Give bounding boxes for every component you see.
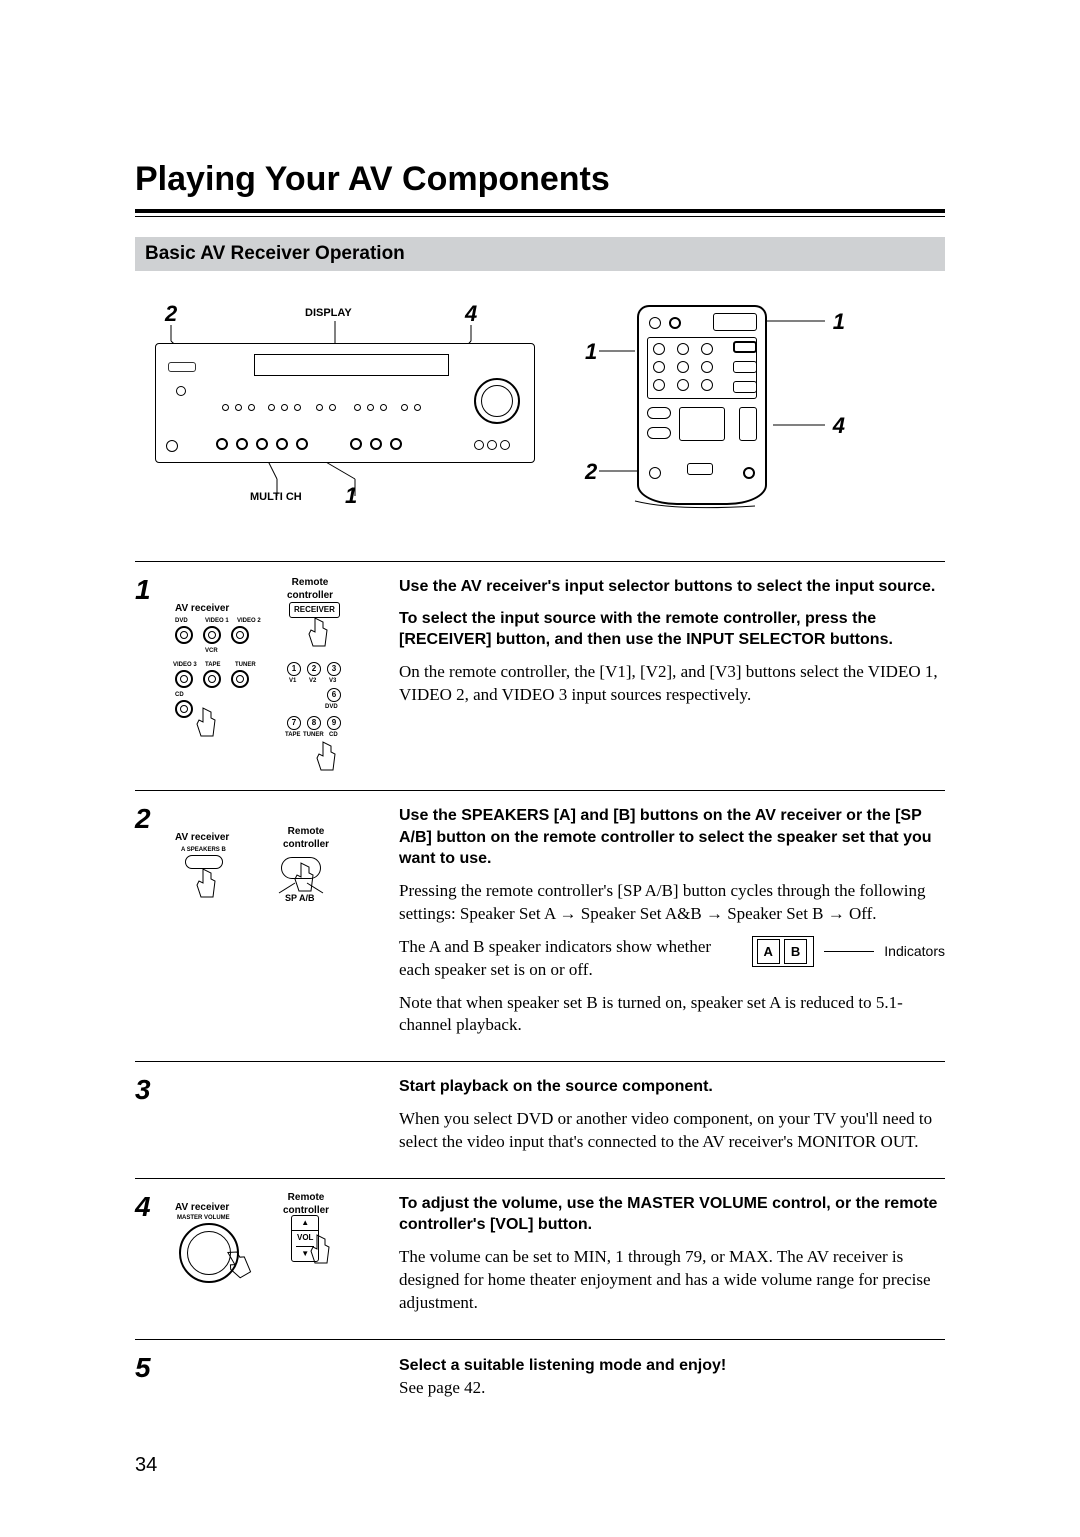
step-3-text: Start playback on the source component. …	[399, 1076, 945, 1163]
hand-icon	[191, 867, 221, 901]
step-3-heading: Start playback on the source component.	[399, 1076, 945, 1098]
multich-label: MULTI CH	[250, 491, 302, 503]
knob-cd-label: CD	[175, 692, 184, 700]
hand-icon	[311, 740, 341, 774]
step-2-cycle: Pressing the remote controller's [SP A/B…	[399, 880, 945, 926]
num-3: 3	[327, 662, 341, 676]
sub-v2: V2	[309, 678, 316, 686]
section-heading: Basic AV Receiver Operation	[135, 237, 945, 271]
step-2-body3: Note that when speaker set B is turned o…	[399, 992, 945, 1038]
receiver-button-icon: RECEIVER	[289, 602, 340, 618]
seg-b: Speaker Set A&B	[577, 904, 706, 923]
remote-controller-label: Remote controller	[285, 576, 335, 602]
page-number: 34	[135, 1454, 945, 1477]
step-4-number: 4	[135, 1193, 161, 1325]
step-5-illustration	[175, 1354, 385, 1400]
knob-vcr-label: VCR	[205, 648, 218, 656]
master-volume-label: MASTER VOLUME	[177, 1215, 230, 1223]
indicator-a: A	[757, 939, 780, 965]
master-volume-knob-icon	[179, 1223, 239, 1283]
indicator-b: B	[784, 939, 807, 965]
remote-body	[637, 305, 767, 505]
indicator-callout: AB Indicators	[752, 936, 945, 968]
step-5-text: Select a suitable listening mode and enj…	[399, 1354, 945, 1400]
sub-dvd: DVD	[325, 704, 338, 712]
remote-controller-label: Remote controller	[281, 825, 331, 851]
step-2: 2 AV receiver Remote controller A SPEAKE…	[135, 790, 945, 1061]
num-1: 1	[287, 662, 301, 676]
step-1-heading-a: Use the AV receiver's input selector but…	[399, 576, 945, 598]
knob-v3-label: VIDEO 3	[173, 662, 197, 670]
step-1-heading-b: To select the input source with the remo…	[399, 608, 945, 651]
callout-1-bottom: 1	[345, 483, 357, 509]
sub-tape: TAPE	[285, 732, 301, 740]
step-5: 5 Select a suitable listening mode and e…	[135, 1339, 945, 1414]
step-3-illustration	[175, 1076, 385, 1163]
title-rule-thick	[135, 209, 945, 213]
hand-icon	[303, 616, 333, 650]
sub-v1: V1	[289, 678, 296, 686]
sub-cd: CD	[329, 732, 338, 740]
knob-v1-label: VIDEO 1	[205, 618, 229, 626]
sub-tuner: TUNER	[303, 732, 324, 740]
step-2-illustration: AV receiver Remote controller A SPEAKERS…	[175, 805, 385, 925]
knob-v2-label: VIDEO 2	[237, 618, 261, 626]
sub-v3: V3	[329, 678, 336, 686]
step-3-body: When you select DVD or another video com…	[399, 1108, 945, 1154]
knob-tape-label: TAPE	[205, 662, 221, 670]
knob-dvd-label: DVD	[175, 618, 188, 626]
receiver-diagram: 2 DISPLAY 4	[135, 301, 555, 521]
step-5-body: See page 42.	[399, 1378, 485, 1397]
num-8: 8	[307, 716, 321, 730]
step-1: 1 AV receiver Remote controller RECEIVER…	[135, 561, 945, 790]
master-volume-knob-mini-icon	[474, 378, 520, 424]
step-1-illustration: AV receiver Remote controller RECEIVER D…	[175, 576, 385, 776]
seg-c: Speaker Set B	[723, 904, 828, 923]
step-1-body: On the remote controller, the [V1], [V2]…	[399, 661, 945, 707]
vol-label: VOL	[292, 1230, 318, 1245]
remote-controller-label: Remote controller	[281, 1191, 331, 1217]
speakers-ab-label: A SPEAKERS B	[181, 847, 226, 855]
diagrams: 2 DISPLAY 4	[135, 301, 945, 521]
step-1-number: 1	[135, 576, 161, 776]
step-3-number: 3	[135, 1076, 161, 1163]
step-4-heading: To adjust the volume, use the MASTER VOL…	[399, 1193, 945, 1236]
num-2: 2	[307, 662, 321, 676]
remote-diagram: 1 1 4 2	[585, 301, 845, 521]
step-4-illustration: AV receiver Remote controller MASTER VOL…	[175, 1193, 385, 1293]
av-receiver-label: AV receiver	[175, 1201, 229, 1214]
receiver-body	[155, 343, 535, 463]
hand-icon	[191, 706, 221, 740]
av-receiver-label: AV receiver	[175, 831, 229, 844]
step-5-number: 5	[135, 1354, 161, 1400]
step-4-text: To adjust the volume, use the MASTER VOL…	[399, 1193, 945, 1325]
num-6: 6	[327, 688, 341, 702]
vol-button-icon: ▲VOL▼	[291, 1215, 319, 1262]
step-4-body: The volume can be set to MIN, 1 through …	[399, 1246, 945, 1315]
num-9: 9	[327, 716, 341, 730]
number-pad-icon: 1 2 3	[287, 662, 341, 676]
step-1-text: Use the AV receiver's input selector but…	[399, 576, 945, 776]
step-2-heading: Use the SPEAKERS [A] and [B] buttons on …	[399, 805, 945, 870]
indicators-label: Indicators	[884, 942, 945, 961]
step-4: 4 AV receiver Remote controller MASTER V…	[135, 1178, 945, 1339]
step-2-number: 2	[135, 805, 161, 1047]
title-rule-thin	[135, 216, 945, 217]
page-title: Playing Your AV Components	[135, 160, 945, 199]
num-7: 7	[287, 716, 301, 730]
step-2-text: Use the SPEAKERS [A] and [B] buttons on …	[399, 805, 945, 1047]
step-5-heading: Select a suitable listening mode and enj…	[399, 1357, 726, 1374]
av-receiver-label: AV receiver	[175, 602, 229, 615]
step-3: 3 Start playback on the source component…	[135, 1061, 945, 1177]
seg-d: Off.	[845, 904, 877, 923]
spab-leader-icon	[277, 881, 325, 897]
knob-tuner-label: TUNER	[235, 662, 256, 670]
